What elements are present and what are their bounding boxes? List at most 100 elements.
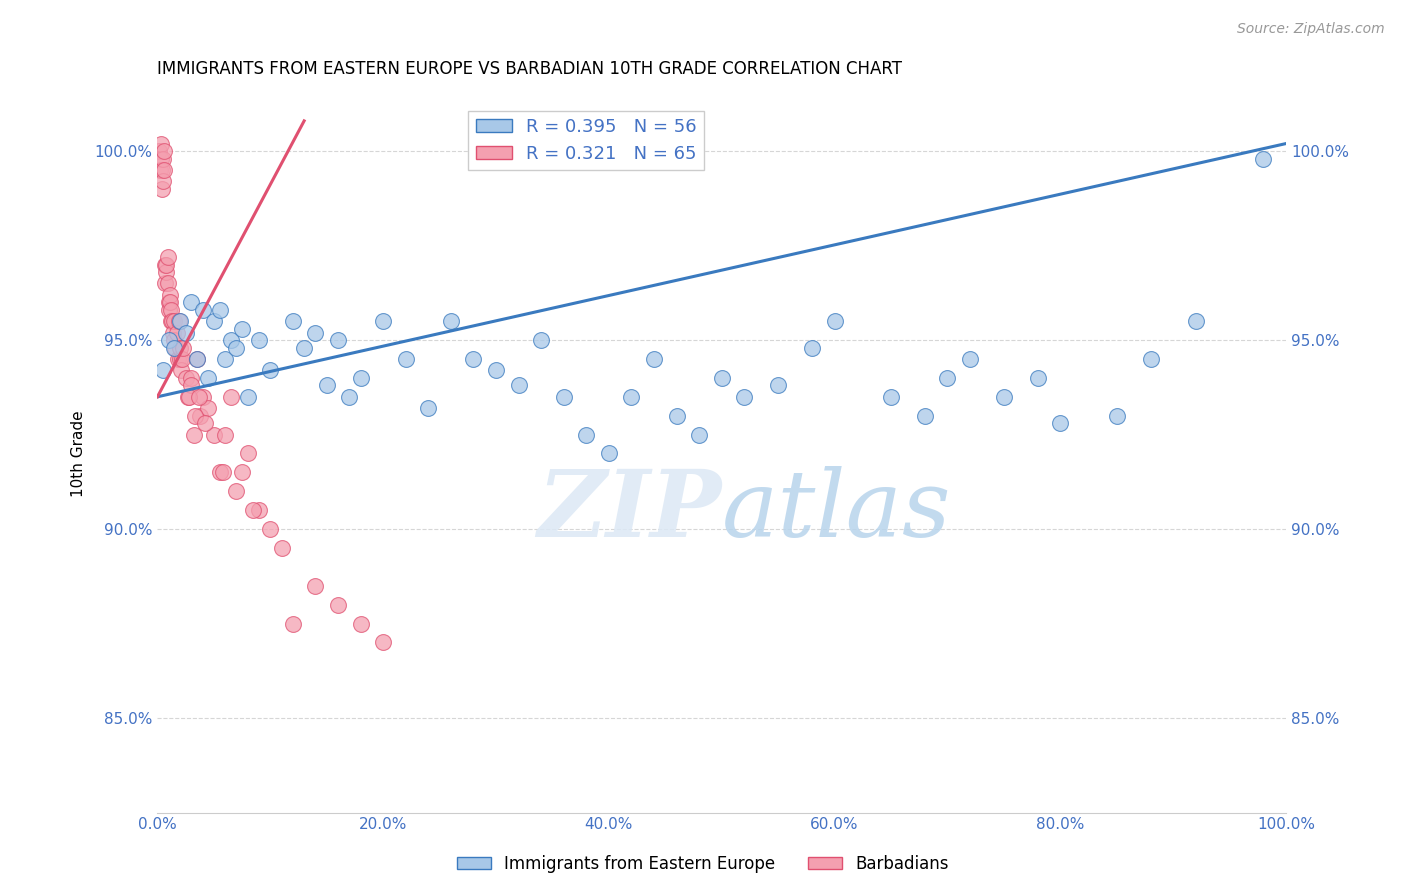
Point bbox=[152, 152, 174, 166]
Point bbox=[418, 401, 440, 416]
Point bbox=[188, 409, 211, 423]
Point bbox=[643, 351, 665, 366]
Point bbox=[191, 390, 214, 404]
Point bbox=[188, 390, 211, 404]
Point bbox=[156, 250, 179, 264]
Point bbox=[688, 427, 710, 442]
Point bbox=[993, 390, 1015, 404]
Point bbox=[824, 314, 846, 328]
Point bbox=[157, 302, 180, 317]
Point bbox=[373, 635, 395, 649]
Point bbox=[160, 314, 183, 328]
Point bbox=[620, 390, 643, 404]
Point bbox=[236, 390, 259, 404]
Point bbox=[710, 371, 733, 385]
Point bbox=[281, 616, 304, 631]
Point bbox=[1184, 314, 1206, 328]
Point bbox=[231, 322, 253, 336]
Point bbox=[174, 326, 197, 340]
Point bbox=[304, 579, 326, 593]
Point bbox=[959, 351, 981, 366]
Point bbox=[202, 427, 225, 442]
Point bbox=[219, 390, 242, 404]
Point bbox=[936, 371, 959, 385]
Point bbox=[214, 351, 236, 366]
Point bbox=[186, 351, 208, 366]
Point bbox=[766, 378, 789, 392]
Point bbox=[733, 390, 755, 404]
Point bbox=[225, 484, 247, 499]
Point bbox=[197, 401, 219, 416]
Point bbox=[149, 136, 172, 151]
Point bbox=[530, 333, 553, 347]
Point bbox=[214, 427, 236, 442]
Point bbox=[247, 503, 270, 517]
Point bbox=[373, 314, 395, 328]
Point bbox=[194, 416, 217, 430]
Point bbox=[172, 341, 194, 355]
Point bbox=[149, 163, 172, 178]
Point bbox=[166, 351, 188, 366]
Point bbox=[1253, 152, 1275, 166]
Point bbox=[259, 363, 281, 377]
Point bbox=[162, 326, 184, 340]
Point bbox=[208, 466, 231, 480]
Point bbox=[169, 314, 191, 328]
Point bbox=[349, 616, 371, 631]
Point bbox=[155, 265, 177, 279]
Point bbox=[167, 314, 190, 328]
Text: IMMIGRANTS FROM EASTERN EUROPE VS BARBADIAN 10TH GRADE CORRELATION CHART: IMMIGRANTS FROM EASTERN EUROPE VS BARBAD… bbox=[157, 60, 903, 78]
Point bbox=[575, 427, 598, 442]
Point bbox=[485, 363, 508, 377]
Point bbox=[159, 295, 181, 310]
Point bbox=[1105, 409, 1128, 423]
Point bbox=[177, 390, 200, 404]
Point bbox=[801, 341, 824, 355]
Point bbox=[508, 378, 530, 392]
Point bbox=[225, 341, 247, 355]
Point bbox=[172, 351, 194, 366]
Point bbox=[270, 541, 292, 555]
Point bbox=[155, 258, 177, 272]
Point bbox=[326, 598, 349, 612]
Text: ZIP: ZIP bbox=[537, 466, 721, 556]
Point bbox=[160, 302, 183, 317]
Point bbox=[231, 466, 253, 480]
Point bbox=[148, 144, 170, 158]
Point bbox=[553, 390, 575, 404]
Point bbox=[166, 326, 188, 340]
Point bbox=[1026, 371, 1049, 385]
Point bbox=[163, 341, 186, 355]
Point bbox=[315, 378, 337, 392]
Point bbox=[180, 295, 202, 310]
Point bbox=[165, 341, 187, 355]
Point bbox=[236, 446, 259, 460]
Point bbox=[665, 409, 688, 423]
Point bbox=[292, 341, 315, 355]
Point bbox=[155, 258, 177, 272]
Point bbox=[208, 302, 231, 317]
Point bbox=[156, 277, 179, 291]
Point bbox=[157, 333, 180, 347]
Point bbox=[304, 326, 326, 340]
Point bbox=[463, 351, 485, 366]
Point bbox=[349, 371, 371, 385]
Point bbox=[1139, 351, 1161, 366]
Y-axis label: 10th Grade: 10th Grade bbox=[72, 410, 86, 497]
Text: atlas: atlas bbox=[721, 466, 952, 556]
Point bbox=[153, 163, 176, 178]
Point bbox=[183, 409, 205, 423]
Point bbox=[191, 302, 214, 317]
Point bbox=[880, 390, 903, 404]
Legend: Immigrants from Eastern Europe, Barbadians: Immigrants from Eastern Europe, Barbadia… bbox=[451, 848, 955, 880]
Point bbox=[326, 333, 349, 347]
Point bbox=[395, 351, 418, 366]
Point bbox=[281, 314, 304, 328]
Point bbox=[440, 314, 463, 328]
Legend: R = 0.395   N = 56, R = 0.321   N = 65: R = 0.395 N = 56, R = 0.321 N = 65 bbox=[468, 111, 704, 170]
Point bbox=[180, 378, 202, 392]
Point bbox=[180, 371, 202, 385]
Point bbox=[149, 152, 172, 166]
Point bbox=[202, 314, 225, 328]
Point bbox=[157, 295, 180, 310]
